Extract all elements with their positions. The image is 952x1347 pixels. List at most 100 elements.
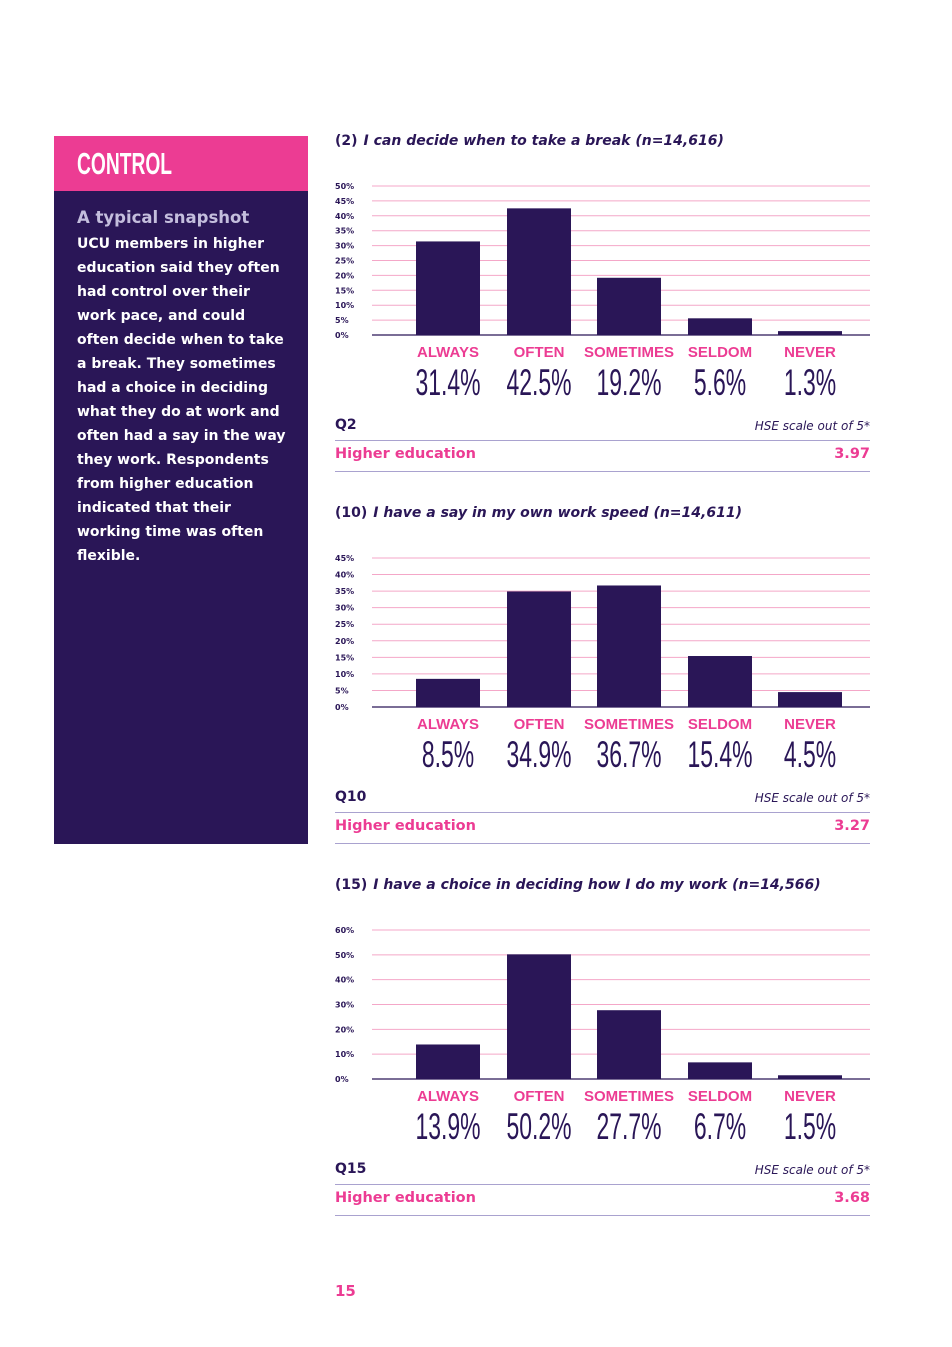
chart-section-q10: (10) I have a say in my own work speed (n… [335, 505, 870, 845]
percent-label-always: 13.9% [415, 1106, 481, 1147]
higher-education-score: 3.68 [834, 1190, 870, 1206]
chart-title: (15) I have a choice in deciding how I do… [335, 877, 821, 893]
category-label-always: ALWAYS [417, 1088, 479, 1105]
percent-label-always: 8.5% [421, 734, 475, 775]
bar-never [778, 692, 842, 707]
question-number: (10) [335, 505, 368, 521]
question-number: (2) [335, 133, 358, 149]
divider [335, 1215, 870, 1216]
bar-seldom [688, 656, 752, 707]
category-label-seldom: SELDOM [687, 344, 753, 361]
bar-never [778, 331, 842, 335]
bar-often [507, 591, 571, 707]
divider [335, 1184, 870, 1185]
y-tick-label: 5% [335, 316, 349, 325]
hse-scale-note: HSE scale out of 5* [754, 791, 870, 805]
percent-label-often: 50.2% [506, 1106, 572, 1147]
category-label-sometimes: SOMETIMES [583, 344, 674, 361]
y-tick-label: 30% [335, 604, 354, 613]
percent-label-often: 42.5% [506, 362, 572, 403]
y-tick-label: 50% [335, 951, 354, 960]
y-tick-label: 35% [335, 587, 354, 596]
bar-chart-q15: 0% 10% 20% 30% 40% 50% 60% [335, 926, 870, 1084]
bar-chart-q10: 0% 5% 10% 15% 20% 25% 30% 35% 40% 45% [335, 554, 870, 712]
y-tick-label: 10% [335, 301, 354, 310]
bar-often [507, 954, 571, 1079]
category-label-never: NEVER [784, 344, 836, 361]
y-tick-label: 35% [335, 227, 354, 236]
y-tick-label: 0% [335, 703, 349, 712]
question-number: (15) [335, 877, 368, 893]
question-code: Q2 [335, 417, 357, 433]
snapshot-body: UCU members in higher education said the… [77, 236, 286, 564]
y-tick-label: 20% [335, 271, 354, 280]
bar-never [778, 1075, 842, 1079]
chart-title: (10) I have a say in my own work speed (n… [335, 505, 742, 521]
category-label-always: ALWAYS [417, 716, 479, 733]
question-code: Q10 [335, 789, 367, 805]
category-label-seldom: SELDOM [687, 1088, 753, 1105]
percent-label-sometimes: 36.7% [596, 734, 662, 775]
percent-label-sometimes: 19.2% [596, 362, 662, 403]
category-label-always: ALWAYS [417, 344, 479, 361]
bar-sometimes [597, 585, 661, 707]
bar-often [507, 208, 571, 335]
higher-education-label: Higher education [335, 1190, 476, 1206]
higher-education-label: Higher education [335, 818, 476, 834]
divider [335, 440, 870, 441]
category-label-sometimes: SOMETIMES [583, 716, 674, 733]
question-text: I have a say in my own work speed (n=14,… [373, 505, 742, 521]
percent-label-always: 31.4% [415, 362, 481, 403]
category-label-often: OFTEN [513, 344, 565, 361]
y-tick-label: 15% [335, 286, 354, 295]
question-text: I have a choice in deciding how I do my … [373, 877, 821, 893]
bar-chart-q2: 0% 5% 10% 15% 20% 25% 30% 35% 40% 45% 50% [335, 182, 870, 340]
percent-label-never: 1.3% [783, 362, 837, 403]
y-tick-label: 0% [335, 1075, 349, 1084]
percent-label-never: 4.5% [783, 734, 837, 775]
y-tick-label: 45% [335, 554, 354, 563]
y-tick-label: 40% [335, 976, 354, 985]
question-text: I can decide when to take a break (n=14,… [363, 133, 724, 149]
category-label-often: OFTEN [513, 1088, 565, 1105]
bar-sometimes [597, 277, 661, 335]
y-tick-label: 40% [335, 571, 354, 580]
category-label-never: NEVER [784, 716, 836, 733]
y-tick-label: 25% [335, 620, 354, 629]
y-tick-label: 40% [335, 212, 354, 221]
percent-label-sometimes: 27.7% [596, 1106, 662, 1147]
category-label-seldom: SELDOM [687, 716, 753, 733]
bar-always [416, 678, 480, 707]
chart-section-q2: (2) I can decide when to take a break (n=… [335, 133, 870, 473]
bar-always [416, 1044, 480, 1079]
y-tick-label: 25% [335, 257, 354, 266]
y-tick-label: 20% [335, 1025, 354, 1034]
hse-scale-note: HSE scale out of 5* [754, 419, 870, 433]
bar-seldom [688, 318, 752, 335]
chart-section-q15: (15) I have a choice in deciding how I do… [335, 877, 870, 1217]
bar-always [416, 241, 480, 335]
y-tick-label: 20% [335, 637, 354, 646]
percent-label-never: 1.5% [783, 1106, 837, 1147]
bar-seldom [688, 1062, 752, 1079]
bar-sometimes [597, 1010, 661, 1079]
higher-education-score: 3.97 [834, 446, 870, 462]
y-tick-label: 30% [335, 1001, 354, 1010]
y-tick-label: 50% [335, 182, 354, 191]
higher-education-score: 3.27 [834, 818, 870, 834]
y-tick-label: 60% [335, 926, 354, 935]
sidebar-panel: CONTROL A typical snapshot UCU members i… [54, 136, 308, 844]
snapshot-title: A typical snapshot [77, 208, 250, 227]
divider [335, 812, 870, 813]
chart-title: (2) I can decide when to take a break (n=… [335, 133, 724, 149]
divider [335, 843, 870, 844]
percent-label-seldom: 6.7% [693, 1106, 747, 1147]
y-tick-label: 15% [335, 653, 354, 662]
hse-scale-note: HSE scale out of 5* [754, 1163, 870, 1177]
category-label-sometimes: SOMETIMES [583, 1088, 674, 1105]
y-tick-label: 5% [335, 686, 349, 695]
category-label-often: OFTEN [513, 716, 565, 733]
y-tick-label: 30% [335, 242, 354, 251]
page-number: 15 [335, 1282, 356, 1300]
y-tick-label: 0% [335, 331, 349, 340]
